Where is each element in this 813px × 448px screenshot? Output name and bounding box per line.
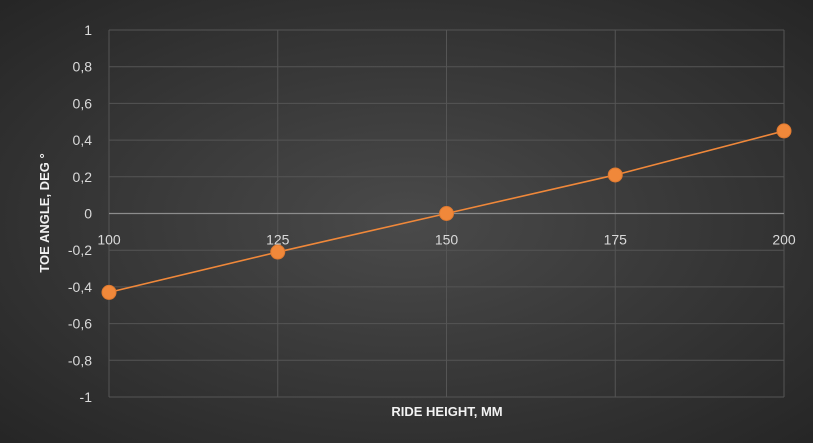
x-tick-label: 175 bbox=[604, 232, 628, 248]
y-axis-title: TOE ANGLE, DEG ° bbox=[37, 153, 52, 272]
x-tick-label: 200 bbox=[772, 232, 796, 248]
x-tick-label: 125 bbox=[266, 232, 290, 248]
x-axis-title: RIDE HEIGHT, MM bbox=[391, 404, 502, 419]
y-tick-label: -0,2 bbox=[68, 242, 92, 258]
data-point bbox=[776, 123, 792, 139]
y-tick-label: 1 bbox=[84, 22, 92, 38]
y-tick-label: 0,6 bbox=[73, 95, 93, 111]
data-point bbox=[607, 167, 623, 183]
series bbox=[101, 123, 792, 300]
data-point bbox=[101, 284, 117, 300]
x-tick-label: 100 bbox=[97, 232, 121, 248]
data-point bbox=[270, 244, 286, 260]
y-tick-label: -0,6 bbox=[68, 316, 92, 332]
y-tick-label: -0,8 bbox=[68, 352, 92, 368]
tick-labels: 1 0,8 0,6 0,4 0,2 0 -0,2 -0,4 -0,6 -0,8 -1 100 125 15… bbox=[68, 22, 796, 405]
x-tick-label: 150 bbox=[435, 232, 459, 248]
y-tick-label: -1 bbox=[80, 389, 93, 405]
data-point bbox=[439, 206, 454, 221]
y-tick-label: 0,4 bbox=[73, 132, 93, 148]
y-tick-label: 0,2 bbox=[73, 169, 93, 185]
y-tick-label: -0,4 bbox=[68, 279, 92, 295]
y-tick-label: 0,8 bbox=[73, 59, 93, 75]
y-tick-label: 0 bbox=[84, 206, 92, 222]
